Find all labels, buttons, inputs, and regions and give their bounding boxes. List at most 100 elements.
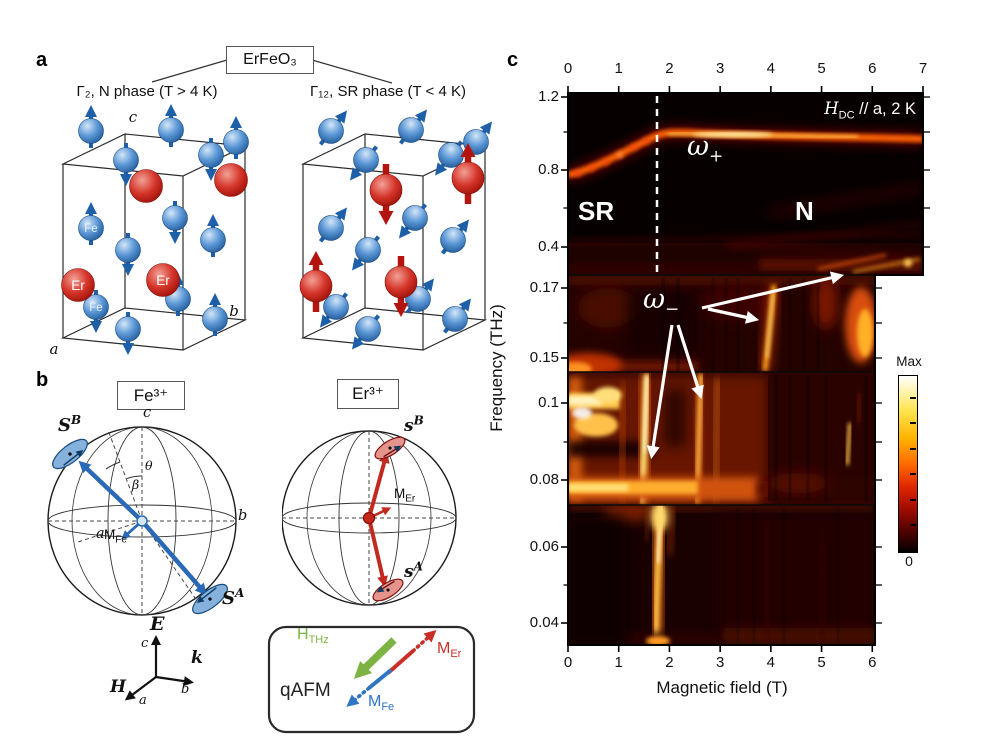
y-axis-tick-0.15: 0.15 <box>529 349 559 366</box>
colorbar-tick <box>910 448 916 451</box>
measurement-condition-label: HDC // a, 2 K <box>824 99 916 122</box>
axis-tick-marks <box>561 86 930 652</box>
er-spin-vector-sB <box>367 451 390 519</box>
fe-spin-sphere <box>434 140 464 176</box>
fe-spin-sphere-diagram <box>47 426 237 616</box>
fe-spin-sphere <box>113 143 139 186</box>
fe-spin-sphere <box>318 207 348 243</box>
beta-angle-arc <box>105 461 121 470</box>
colorbar-tick <box>910 397 916 400</box>
crystal-structure-n-phase: Fe Fe Er Er c a b <box>50 104 249 358</box>
light-polarization-axes <box>124 635 194 701</box>
x-axis-top-tick-6: 6 <box>868 60 877 77</box>
er-ion-sphere <box>61 268 95 302</box>
colorbar-tick <box>910 421 916 424</box>
x-axis-bottom-tick-3: 3 <box>715 654 725 671</box>
y-axis-title: Frequency (THz) <box>487 304 507 432</box>
cell-c-axis-label: c <box>129 108 138 126</box>
fe-sphere-b-axis-label: b <box>238 508 248 524</box>
omega-minus-arrows <box>646 271 845 460</box>
axes-b-label: b <box>181 682 190 697</box>
heatmap-block-2 <box>568 275 875 372</box>
hthz-label: HTHz <box>297 626 329 647</box>
colorbar-tick <box>910 523 916 526</box>
fe-spin-sphere <box>440 219 470 255</box>
sr-region-label: SR <box>578 196 615 226</box>
er-ion-sphere <box>214 163 248 197</box>
fe-spin-sphere <box>442 298 472 334</box>
sA-label: SA <box>222 586 245 609</box>
er-sA-precession-disk <box>372 578 404 602</box>
fe-atom-label: Fe <box>84 223 97 235</box>
er-ion-sphere <box>129 169 163 203</box>
sB-precession-disk <box>52 438 88 470</box>
theta-label: θ <box>145 458 153 473</box>
y-axis-tick-0.06: 0.06 <box>529 538 559 555</box>
fe-spin-sphere <box>115 233 141 276</box>
omega-minus-label: ω− <box>643 284 680 320</box>
block2-dark-striping <box>661 278 820 371</box>
fe-spin-sphere <box>202 293 228 336</box>
spin-vector-sB <box>78 460 144 523</box>
fe-spin-sphere <box>318 110 348 146</box>
block4-dark-striping <box>736 508 840 643</box>
fe-spin-sphere <box>351 314 381 350</box>
colorbar-tick <box>910 499 916 502</box>
fe-spin-sphere <box>351 235 381 271</box>
spin-vector-sA <box>140 519 208 596</box>
h-field-label: H <box>110 677 127 697</box>
er-sB-label: sB <box>404 413 424 436</box>
fe-spin-sphere <box>223 116 249 159</box>
mfe-label: MFe <box>104 527 127 546</box>
x-axis-bottom-tick-6: 6 <box>868 654 877 671</box>
segment-boundary-lines <box>568 274 875 506</box>
compound-label-box: ErFeO₃ <box>226 46 314 74</box>
fe-sphere-a-axis-label: a <box>96 526 105 542</box>
mer-arrow-solid <box>386 649 415 675</box>
mfe-arrow-dotted <box>346 686 371 707</box>
n-region-label: N <box>795 196 814 226</box>
er-spin-vector-sA <box>367 517 388 588</box>
x-axis-top-tick-5: 5 <box>817 60 826 77</box>
colorbar-max-label: Max <box>896 354 922 369</box>
x-axis-top-tick-2: 2 <box>665 60 674 77</box>
omega-plus-rising-points <box>575 138 649 177</box>
er-sA-label: sA <box>404 559 423 582</box>
er-spin-sphere <box>299 251 333 312</box>
fe-spin-sphere <box>115 312 141 355</box>
fe-spin-sphere <box>162 201 188 244</box>
mer-label: MEr <box>394 486 416 505</box>
beta-label: β <box>132 477 140 492</box>
theta-angle-arc <box>126 475 143 480</box>
fe-atom-label: Fe <box>89 302 102 314</box>
fe-spin-sphere <box>78 202 104 245</box>
y-axis-tick-0.04: 0.04 <box>529 614 559 631</box>
qafm-mode-box <box>267 625 476 734</box>
fe-spin-sphere <box>398 109 428 145</box>
x-axis-bottom-tick-4: 4 <box>766 654 776 671</box>
k-vector-label: k <box>191 648 203 668</box>
fe-sphere-c-axis-label: c <box>143 405 152 421</box>
y-axis-tick-0.4: 0.4 <box>538 238 559 255</box>
qafm-mer-label: MEr <box>437 640 462 661</box>
field-frequency-heatmap <box>561 86 930 652</box>
er-spin-sphere <box>451 143 485 204</box>
cell-b-axis-label: b <box>229 302 239 320</box>
colorbar <box>898 375 918 553</box>
n-phase-label: Γ₂, N phase (T > 4 K) <box>76 83 218 100</box>
er-sB-precession-disk <box>374 436 406 460</box>
sA-precession-disk <box>192 583 228 615</box>
fe-spin-sphere <box>349 145 379 181</box>
er-atom-label: Er <box>71 278 85 293</box>
cell-a-axis-label: a <box>50 340 59 358</box>
y-axis-tick-0.17: 0.17 <box>529 279 559 296</box>
panel-a-letter: a <box>36 49 48 71</box>
panel-c-letter: c <box>507 49 519 71</box>
omega-plus-label: ω+ <box>687 131 724 167</box>
y-axis-tick-0.1: 0.1 <box>538 394 559 411</box>
mfe-arrow-solid <box>367 668 393 690</box>
fe-spin-sphere <box>158 104 184 147</box>
y-axis-tick-0.8: 0.8 <box>538 161 559 178</box>
x-axis-bottom-tick-0: 0 <box>563 654 573 671</box>
